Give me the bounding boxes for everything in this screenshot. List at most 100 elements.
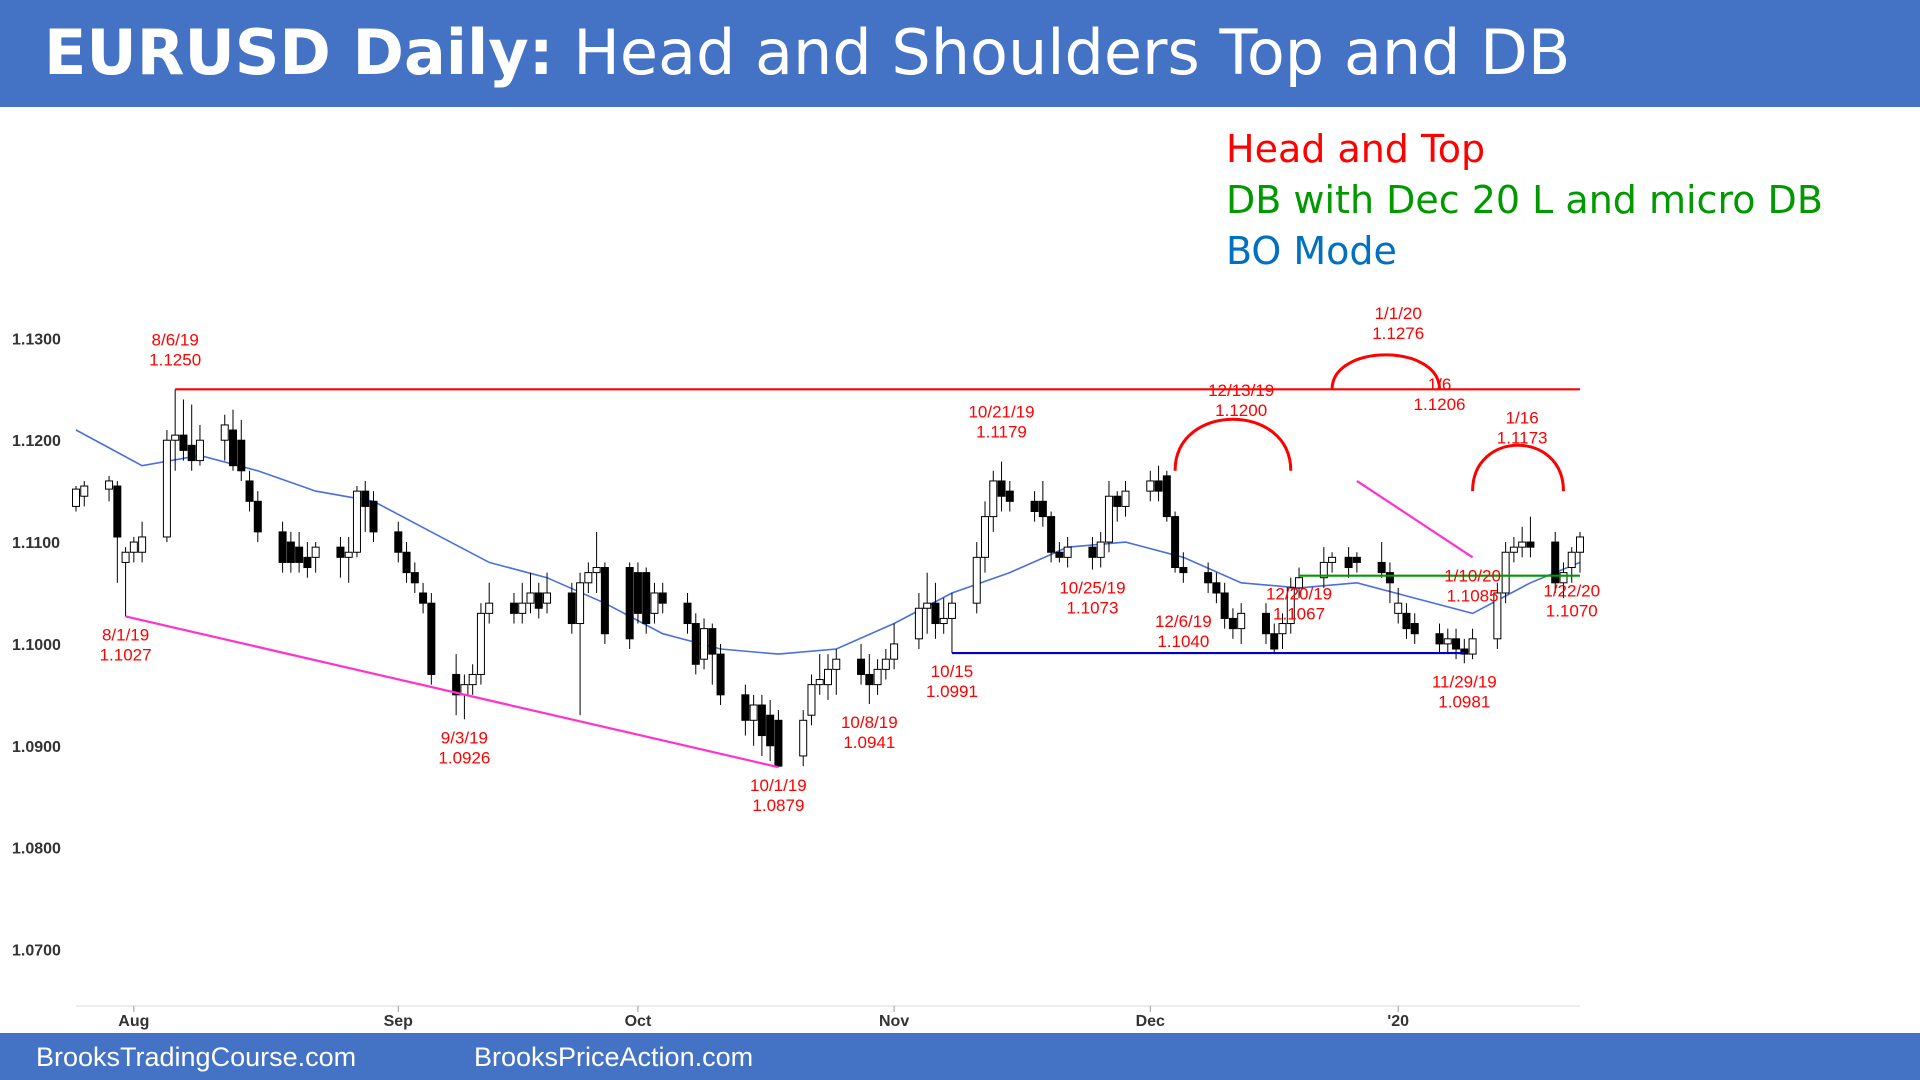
candle-body-127: [1559, 572, 1568, 584]
candle-body-96: [1179, 567, 1188, 574]
candle-body-115: [1410, 623, 1419, 635]
candle-body-107: [1319, 561, 1328, 579]
annotation-0-line-1: 1.1250: [149, 350, 201, 369]
annotation-11-line-0: 12/20/19: [1266, 585, 1332, 604]
candle-body-101: [1237, 612, 1246, 630]
candle-body-65: [824, 668, 832, 686]
candle-body-12: [220, 424, 229, 441]
candle-body-89: [1104, 495, 1113, 543]
candle-body-108: [1328, 556, 1337, 563]
candle-body-27: [394, 531, 403, 553]
candle-body-14: [237, 439, 246, 472]
candle-body-56: [716, 653, 725, 696]
annotation-10-line-0: 12/13/19: [1208, 381, 1274, 400]
y-tick-label-5: 1.1200: [12, 433, 61, 450]
candle-body-124: [1518, 541, 1527, 548]
annotation-14-line-1: 1.1085: [1447, 586, 1499, 605]
x-tick-label-0: Aug: [118, 1013, 149, 1030]
candle-body-97: [1204, 572, 1213, 584]
candle-body-106: [1295, 577, 1304, 589]
candle-body-80: [997, 480, 1006, 497]
annotation-9-line-0: 12/6/19: [1155, 612, 1212, 631]
candle-body-90: [1113, 495, 1122, 507]
candle-body-129: [1576, 536, 1584, 553]
annotation-5-line-0: 10/15: [931, 662, 974, 681]
candle-body-91: [1121, 490, 1130, 507]
candle-body-30: [419, 592, 428, 604]
candle-body-120: [1468, 638, 1477, 655]
candle-body-82: [1030, 500, 1039, 513]
candle-body-21: [311, 546, 320, 558]
candle-body-16: [253, 500, 262, 533]
candle-body-116: [1435, 633, 1444, 645]
candle-body-7: [162, 439, 171, 538]
annotation-12-line-1: 1.1276: [1372, 324, 1424, 343]
candle-body-43: [576, 582, 585, 625]
candle-body-81: [1005, 490, 1014, 502]
legend-head-and-top: Head and Top: [1226, 127, 1486, 171]
candle-body-41: [543, 592, 552, 604]
annotation-3-line-0: 10/1/19: [750, 776, 807, 795]
annotation-16-line-0: 1/22/20: [1543, 582, 1600, 601]
annotation-12-line-0: 1/1/20: [1375, 304, 1422, 323]
candle-body-28: [402, 551, 411, 574]
annotation-1-line-0: 8/1/19: [102, 625, 149, 644]
candle-body-62: [799, 719, 808, 757]
candle-body-53: [691, 623, 700, 665]
candle-body-55: [708, 628, 717, 655]
trend-line-4: [1356, 480, 1474, 559]
annotation-14-line-0: 1/10/20: [1444, 566, 1501, 585]
candle-body-109: [1344, 556, 1353, 569]
footer-link-left[interactable]: BrooksTradingCourse.com: [36, 1042, 357, 1072]
candle-body-50: [650, 592, 659, 614]
candle-body-114: [1402, 612, 1411, 630]
candle-body-83: [1038, 500, 1047, 518]
annotation-2-line-0: 9/3/19: [441, 728, 488, 747]
candle-body-73: [923, 602, 932, 609]
legend-double-bottom: DB with Dec 20 L and micro DB: [1226, 178, 1823, 222]
candle-body-111: [1377, 561, 1386, 574]
candle-body-58: [749, 704, 758, 721]
candle-body-103: [1270, 633, 1279, 650]
candle-body-76: [947, 602, 956, 619]
annotation-0-line-0: 8/6/19: [152, 330, 199, 349]
candle-body-51: [658, 592, 667, 604]
annotation-16-line-1: 1.1070: [1546, 602, 1598, 621]
y-tick-label-6: 1.1300: [12, 331, 61, 348]
candle-body-57: [741, 694, 750, 721]
candle-body-67: [857, 658, 866, 675]
candle-body-29: [410, 572, 419, 584]
footer-link-right[interactable]: BrooksPriceAction.com: [474, 1042, 754, 1072]
candle-body-113: [1394, 602, 1403, 614]
candle-body-46: [600, 567, 609, 635]
annotation-8-line-1: 1.0981: [1438, 692, 1490, 711]
candle-body-63: [807, 684, 816, 716]
trend-line-1: [125, 615, 779, 769]
candle-body-100: [1228, 617, 1237, 630]
candle-body-9: [179, 434, 188, 451]
footer-bar: BrooksTradingCourse.com BrooksPriceActio…: [0, 1033, 1920, 1080]
candle-body-18: [286, 541, 295, 563]
x-tick-label-3: Nov: [879, 1013, 909, 1030]
candle-body-110: [1352, 556, 1361, 563]
candle-body-95: [1171, 516, 1180, 569]
annotation-6-line-0: 10/21/19: [968, 403, 1034, 422]
candle-body-49: [642, 572, 651, 625]
annotation-15-line-1: 1.1173: [1497, 429, 1548, 448]
candle-body-85: [1055, 551, 1064, 558]
candle-body-47: [625, 567, 634, 640]
candle-body-105: [1286, 587, 1295, 625]
candle-body-35: [476, 612, 485, 675]
candle-body-60: [766, 714, 775, 747]
candle-body-69: [873, 668, 882, 686]
annotation-13-line-0: 1/6: [1428, 375, 1452, 394]
y-tick-label-1: 1.0800: [12, 841, 61, 858]
candle-body-128: [1567, 551, 1576, 569]
shoulder-arc-2: [1471, 444, 1565, 492]
candle-body-5: [129, 541, 138, 553]
annotation-11-line-1: 1.1067: [1273, 605, 1325, 624]
annotation-13-line-1: 1.1206: [1414, 395, 1466, 414]
candle-body-23: [344, 551, 353, 558]
candle-body-64: [815, 679, 824, 686]
annotation-9-line-1: 1.1040: [1157, 632, 1209, 651]
